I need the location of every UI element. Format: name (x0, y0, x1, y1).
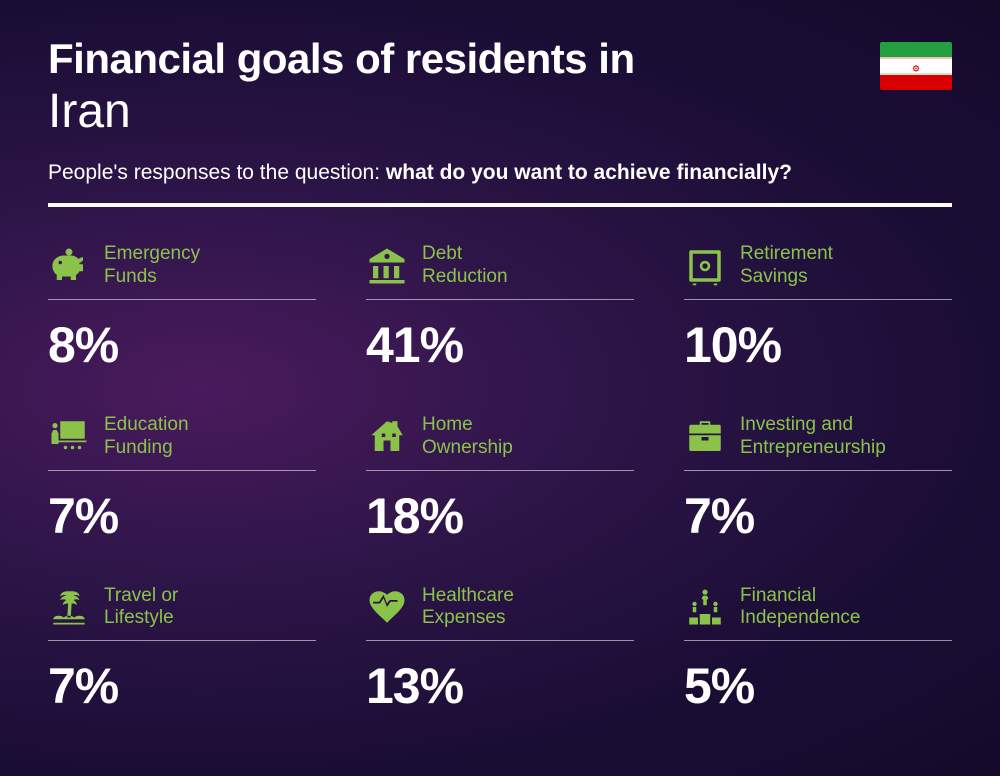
header: Financial goals of residents in Iran ۞ P… (48, 36, 952, 207)
goal-value: 7% (48, 487, 316, 545)
goal-value: 10% (684, 316, 952, 374)
goal-emergency-funds: Emergency Funds 8% (48, 243, 316, 374)
goal-label: Education Funding (104, 414, 189, 460)
goal-label: Healthcare Expenses (422, 585, 514, 631)
goal-value: 13% (366, 657, 634, 715)
goal-header: Debt Reduction (366, 243, 634, 300)
goal-education-funding: Education Funding 7% (48, 414, 316, 545)
heart-pulse-icon (366, 586, 408, 628)
briefcase-icon (684, 416, 726, 458)
safe-icon (684, 245, 726, 287)
header-divider (48, 203, 952, 207)
goal-home-ownership: Home Ownership 18% (366, 414, 634, 545)
palm-icon (48, 586, 90, 628)
flag-stripe-white: ۞ (880, 57, 952, 76)
goal-retirement-savings: Retirement Savings 10% (684, 243, 952, 374)
goal-label: Travel or Lifestyle (104, 585, 178, 631)
goal-financial-independence: Financial Independence 5% (684, 585, 952, 716)
piggy-bank-icon (48, 245, 90, 287)
goal-value: 7% (684, 487, 952, 545)
bank-icon (366, 245, 408, 287)
subtitle-question: what do you want to achieve financially? (386, 161, 792, 184)
goal-value: 18% (366, 487, 634, 545)
country-flag: ۞ (880, 42, 952, 90)
flag-emblem-icon: ۞ (913, 60, 919, 73)
title-country: Iran (48, 84, 952, 139)
presentation-icon (48, 416, 90, 458)
goal-header: Financial Independence (684, 585, 952, 642)
goal-value: 41% (366, 316, 634, 374)
title-line1: Financial goals of residents in (48, 36, 952, 82)
goal-header: Travel or Lifestyle (48, 585, 316, 642)
goal-label: Debt Reduction (422, 243, 508, 289)
goal-label: Retirement Savings (740, 243, 833, 289)
goal-value: 8% (48, 316, 316, 374)
flag-stripe-green (880, 42, 952, 57)
goal-label: Financial Independence (740, 585, 860, 631)
goal-header: Education Funding (48, 414, 316, 471)
goal-header: Retirement Savings (684, 243, 952, 300)
goal-travel-lifestyle: Travel or Lifestyle 7% (48, 585, 316, 716)
subtitle-prefix: People's responses to the question: (48, 161, 386, 184)
goal-label: Investing and Entrepreneurship (740, 414, 886, 460)
goal-value: 5% (684, 657, 952, 715)
goal-value: 7% (48, 657, 316, 715)
house-icon (366, 416, 408, 458)
goal-label: Emergency Funds (104, 243, 200, 289)
flag-stripe-red (880, 75, 952, 90)
goal-header: Healthcare Expenses (366, 585, 634, 642)
goals-grid: Emergency Funds 8% Debt Reduction 41% Re… (48, 243, 952, 715)
goal-healthcare-expenses: Healthcare Expenses 13% (366, 585, 634, 716)
podium-icon (684, 586, 726, 628)
goal-investing-entrepreneurship: Investing and Entrepreneurship 7% (684, 414, 952, 545)
goal-header: Home Ownership (366, 414, 634, 471)
goal-header: Investing and Entrepreneurship (684, 414, 952, 471)
goal-header: Emergency Funds (48, 243, 316, 300)
goal-debt-reduction: Debt Reduction 41% (366, 243, 634, 374)
subtitle: People's responses to the question: what… (48, 161, 952, 185)
goal-label: Home Ownership (422, 414, 513, 460)
